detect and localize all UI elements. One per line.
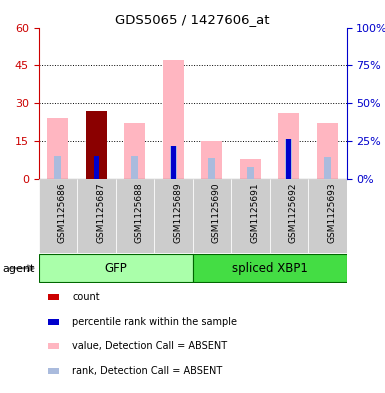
Bar xyxy=(231,179,270,253)
Bar xyxy=(208,158,215,179)
Bar xyxy=(94,156,99,179)
Bar xyxy=(270,179,308,253)
Text: percentile rank within the sample: percentile rank within the sample xyxy=(72,317,238,327)
Text: GSM1125689: GSM1125689 xyxy=(173,182,182,243)
Bar xyxy=(286,140,291,179)
Bar xyxy=(192,179,231,253)
Bar xyxy=(316,123,338,179)
Bar xyxy=(247,167,254,179)
Text: value, Detection Call = ABSENT: value, Detection Call = ABSENT xyxy=(72,341,228,351)
Bar xyxy=(85,113,107,179)
Bar xyxy=(116,179,154,253)
Bar xyxy=(324,157,331,179)
Bar xyxy=(48,343,59,349)
Bar xyxy=(163,60,184,179)
Text: GSM1125691: GSM1125691 xyxy=(250,182,259,243)
Bar xyxy=(278,113,300,179)
Bar xyxy=(131,156,138,179)
Bar xyxy=(239,159,261,179)
Title: GDS5065 / 1427606_at: GDS5065 / 1427606_at xyxy=(115,13,270,26)
Bar xyxy=(285,140,292,179)
Bar xyxy=(54,156,61,179)
Bar xyxy=(170,145,177,179)
Text: GSM1125693: GSM1125693 xyxy=(327,182,336,243)
Text: GSM1125687: GSM1125687 xyxy=(96,182,105,243)
Bar xyxy=(48,294,59,300)
Text: GSM1125686: GSM1125686 xyxy=(58,182,67,243)
Bar xyxy=(77,179,116,253)
Bar xyxy=(38,179,77,253)
Bar xyxy=(48,367,59,374)
Text: rank, Detection Call = ABSENT: rank, Detection Call = ABSENT xyxy=(72,365,223,376)
Bar xyxy=(47,118,69,179)
Text: agent: agent xyxy=(2,264,34,274)
Text: GSM1125688: GSM1125688 xyxy=(135,182,144,243)
Bar xyxy=(308,179,346,253)
Bar xyxy=(124,123,146,179)
Text: count: count xyxy=(72,292,100,302)
Text: spliced XBP1: spliced XBP1 xyxy=(231,262,308,275)
Bar xyxy=(192,254,346,282)
Bar xyxy=(154,179,192,253)
Bar xyxy=(38,254,192,282)
Bar xyxy=(48,319,59,325)
Bar xyxy=(85,111,107,179)
Text: GSM1125692: GSM1125692 xyxy=(289,182,298,243)
Bar xyxy=(201,141,223,179)
Text: GSM1125690: GSM1125690 xyxy=(212,182,221,243)
Bar xyxy=(171,145,176,179)
Text: GFP: GFP xyxy=(104,262,127,275)
